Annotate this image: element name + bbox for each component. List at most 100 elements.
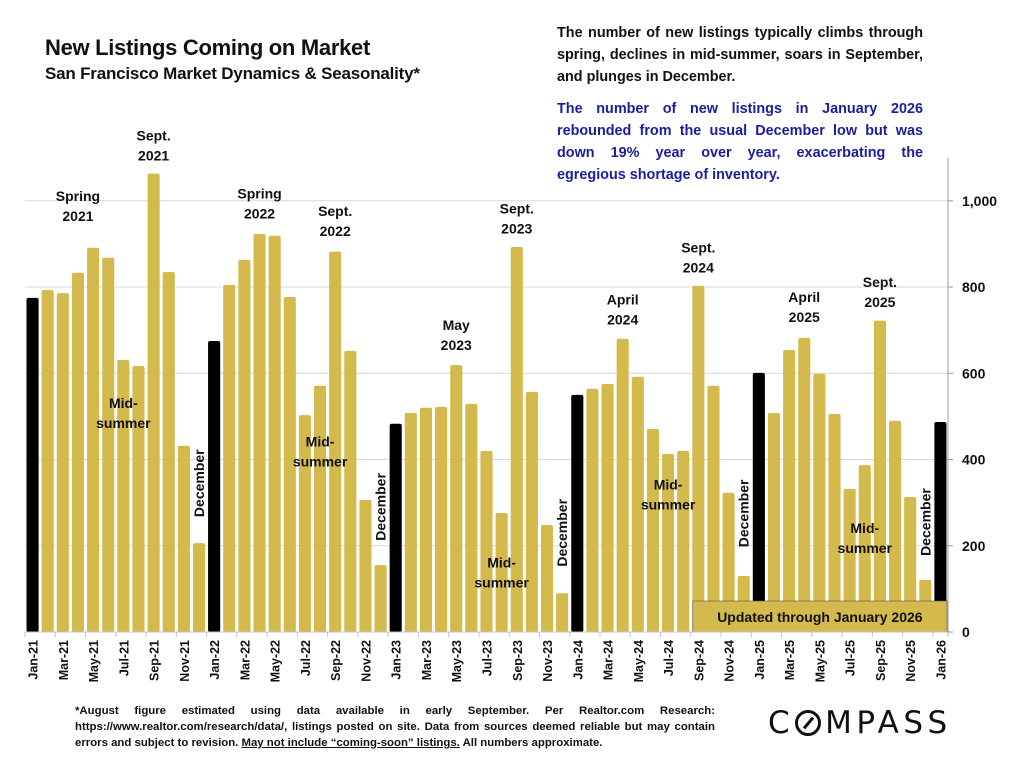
bar-nov-21 [177,445,190,632]
bar-apr-24 [616,338,629,632]
y-tick-label: 200 [962,538,986,554]
compass-o-icon [795,710,822,736]
chart-subtitle: San Francisco Market Dynamics & Seasonal… [45,64,420,83]
x-tick-label: Jan-26 [934,640,948,680]
annotation-label: Sept. [318,203,352,219]
footnote-tail: All numbers approximate. [459,737,603,749]
bar-nov-25 [904,497,917,632]
x-tick-label: Sep-22 [329,640,343,681]
annotation-label: Spring [237,186,281,202]
annotation-label: summer [474,574,529,590]
annotations: Spring 2021 Sept. 2021 Mid-summer December Spr… [56,127,934,590]
x-tick-label: Mar-24 [602,640,616,680]
y-tick-label: 400 [962,452,986,468]
bar-sep-23 [510,246,523,632]
x-axis: Jan-21 Mar-21 May-21 Jul-21 Sep-21 Nov-21 Jan-… [24,631,949,682]
annotation-label: 2022 [320,223,351,239]
x-tick-label: May-23 [450,640,464,682]
bar-sep-25 [873,320,886,632]
bar-aug-21 [132,365,145,632]
annotation-december: December [191,449,207,517]
x-tick-label: May-22 [269,640,283,682]
annotation-label: 2022 [244,206,275,222]
footnote-text: *August figure estimated using data avai… [75,705,715,749]
bar-mar-23 [419,407,433,632]
annotation-label: April [788,289,820,305]
annotation-label: 2023 [501,221,532,237]
x-tick-label: Mar-22 [238,640,252,680]
annotation-label: Sept. [863,274,897,290]
bar-jan-23 [389,423,402,632]
bar-oct-22 [344,350,357,632]
annotation-label: 2024 [607,311,638,327]
bar-dec-21 [192,543,206,632]
x-tick-label: Nov-22 [359,640,373,682]
annotation-label: 2025 [864,294,895,310]
x-tick-label: Jan-23 [390,640,404,680]
bar-may-21 [87,247,100,633]
bar-jun-23 [465,403,478,632]
compass-logo: C MPASS [768,705,952,741]
x-tick-label: May-25 [813,640,827,682]
bar-oct-25 [888,420,902,632]
bar-nov-23 [540,525,554,632]
x-tick-label: Jan-22 [208,640,222,680]
y-tick-label: 800 [962,279,986,295]
y-tick-label: 600 [962,365,986,381]
bar-jul-25 [843,488,856,632]
annotation-label: Sept. [136,127,170,143]
annotation-label: Sept. [681,240,715,256]
bar-jul-24 [662,453,675,632]
bar-jun-22 [283,296,296,632]
bar-may-23 [450,365,463,632]
x-tick-label: May-21 [87,640,101,682]
annotation-label: Mid- [487,554,516,570]
bar-feb-22 [223,284,236,632]
footnote-underlined: May not include “coming-soon” listings. [241,737,460,749]
x-tick-label: Mar-25 [783,640,797,680]
bar-oct-21 [162,271,175,632]
bar-nov-22 [359,500,372,632]
bar-jan-25 [752,372,765,632]
bar-apr-23 [435,406,448,632]
footnote: *August figure estimated using data avai… [75,703,715,751]
bar-apr-22 [253,234,266,633]
bar-aug-24 [677,450,690,632]
bar-oct-23 [525,391,538,632]
seasonality-note: The number of new listings typically cli… [557,25,923,85]
x-tick-label: Sep-24 [692,640,706,681]
annotation-label: 2025 [789,309,820,325]
bar-feb-24 [586,388,599,632]
annotation-label: summer [293,454,348,470]
x-tick-label: Jul-22 [299,640,313,676]
x-tick-label: May-24 [632,640,646,682]
x-tick-label: Nov-25 [904,640,918,682]
bar-jan-26 [934,422,947,632]
annotation-label: May [443,317,470,333]
bar-mar-24 [601,384,614,632]
bar-sep-22 [329,251,342,633]
x-tick-label: Mar-21 [57,640,71,680]
x-tick-label: Mar-23 [420,640,434,680]
annotation-label: 2021 [138,147,169,163]
highlight-note: The number of new listings in January 20… [557,101,923,183]
bar-aug-22 [314,385,327,632]
bar-jul-23 [480,450,493,632]
annotation-label: Spring [56,188,100,204]
x-tick-label: Jan-24 [571,640,585,680]
bar-dec-22 [374,565,387,632]
y-axis: 0 200 400 600 800 1,000 [947,158,997,640]
annotation-label: 2024 [683,260,714,276]
x-tick-label: Jul-24 [662,640,676,676]
bar-jul-22 [298,415,311,632]
bar-apr-25 [798,337,811,632]
bar-may-24 [631,376,644,632]
x-tick-label: Nov-24 [723,640,737,682]
bar-mar-25 [783,349,796,632]
bar-jul-21 [117,359,130,632]
bar-jun-21 [102,257,115,632]
annotation-label: April [607,291,639,307]
annotation-label: Sept. [500,201,534,217]
annotation-label: 2023 [441,337,472,353]
x-tick-label: Sep-21 [148,640,162,681]
